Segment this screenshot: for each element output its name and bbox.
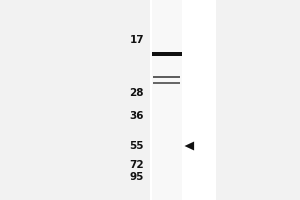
Bar: [153, 82, 180, 84]
Text: 36: 36: [130, 111, 144, 121]
Polygon shape: [184, 142, 194, 150]
Text: 72: 72: [129, 160, 144, 170]
Text: 55: 55: [130, 141, 144, 151]
Text: 17: 17: [129, 35, 144, 45]
Bar: [152, 52, 182, 56]
Text: 95: 95: [130, 172, 144, 182]
Bar: [150, 0, 216, 200]
Bar: [152, 0, 182, 200]
Text: 28: 28: [130, 88, 144, 98]
Bar: [153, 76, 180, 78]
